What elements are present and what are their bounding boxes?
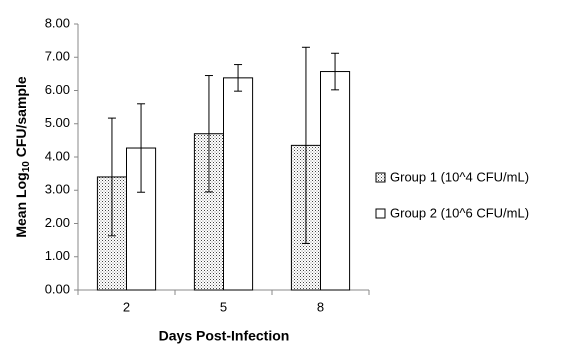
x-tick-label: 2 (123, 299, 130, 314)
y-tick-label: 0.00 (45, 281, 70, 296)
x-axis-title: Days Post-Infection (159, 328, 290, 344)
y-tick-label: 3.00 (45, 182, 70, 197)
y-axis-title: Mean Log10 CFU/sample (13, 76, 32, 237)
y-tick-label: 2.00 (45, 215, 70, 230)
legend-swatch (375, 208, 386, 219)
x-tick-label: 5 (220, 299, 227, 314)
bar (320, 71, 351, 291)
error-bar (234, 64, 243, 92)
error-bar (107, 117, 116, 237)
y-tick-label: 4.00 (45, 148, 70, 163)
y-tick-label: 8.00 (45, 15, 70, 30)
legend-label: Group 1 (10^4 CFU/mL) (390, 169, 529, 184)
y-axis-title-part: Mean Log (13, 172, 29, 237)
error-bar (204, 75, 213, 193)
legend-label: Group 2 (10^6 CFU/mL) (390, 205, 529, 220)
legend-swatch (375, 172, 386, 183)
error-bar (331, 52, 340, 91)
error-bar (301, 46, 310, 244)
y-tick-label: 5.00 (45, 115, 70, 130)
y-axis-title-subscript: 10 (21, 161, 32, 173)
y-tick-label: 1.00 (45, 248, 70, 263)
y-tick-label: 6.00 (45, 82, 70, 97)
error-bar (137, 103, 146, 193)
y-axis-title-part: CFU/sample (13, 76, 29, 161)
x-tick-label: 8 (317, 299, 324, 314)
y-tick-label: 7.00 (45, 49, 70, 64)
bar (223, 77, 254, 291)
